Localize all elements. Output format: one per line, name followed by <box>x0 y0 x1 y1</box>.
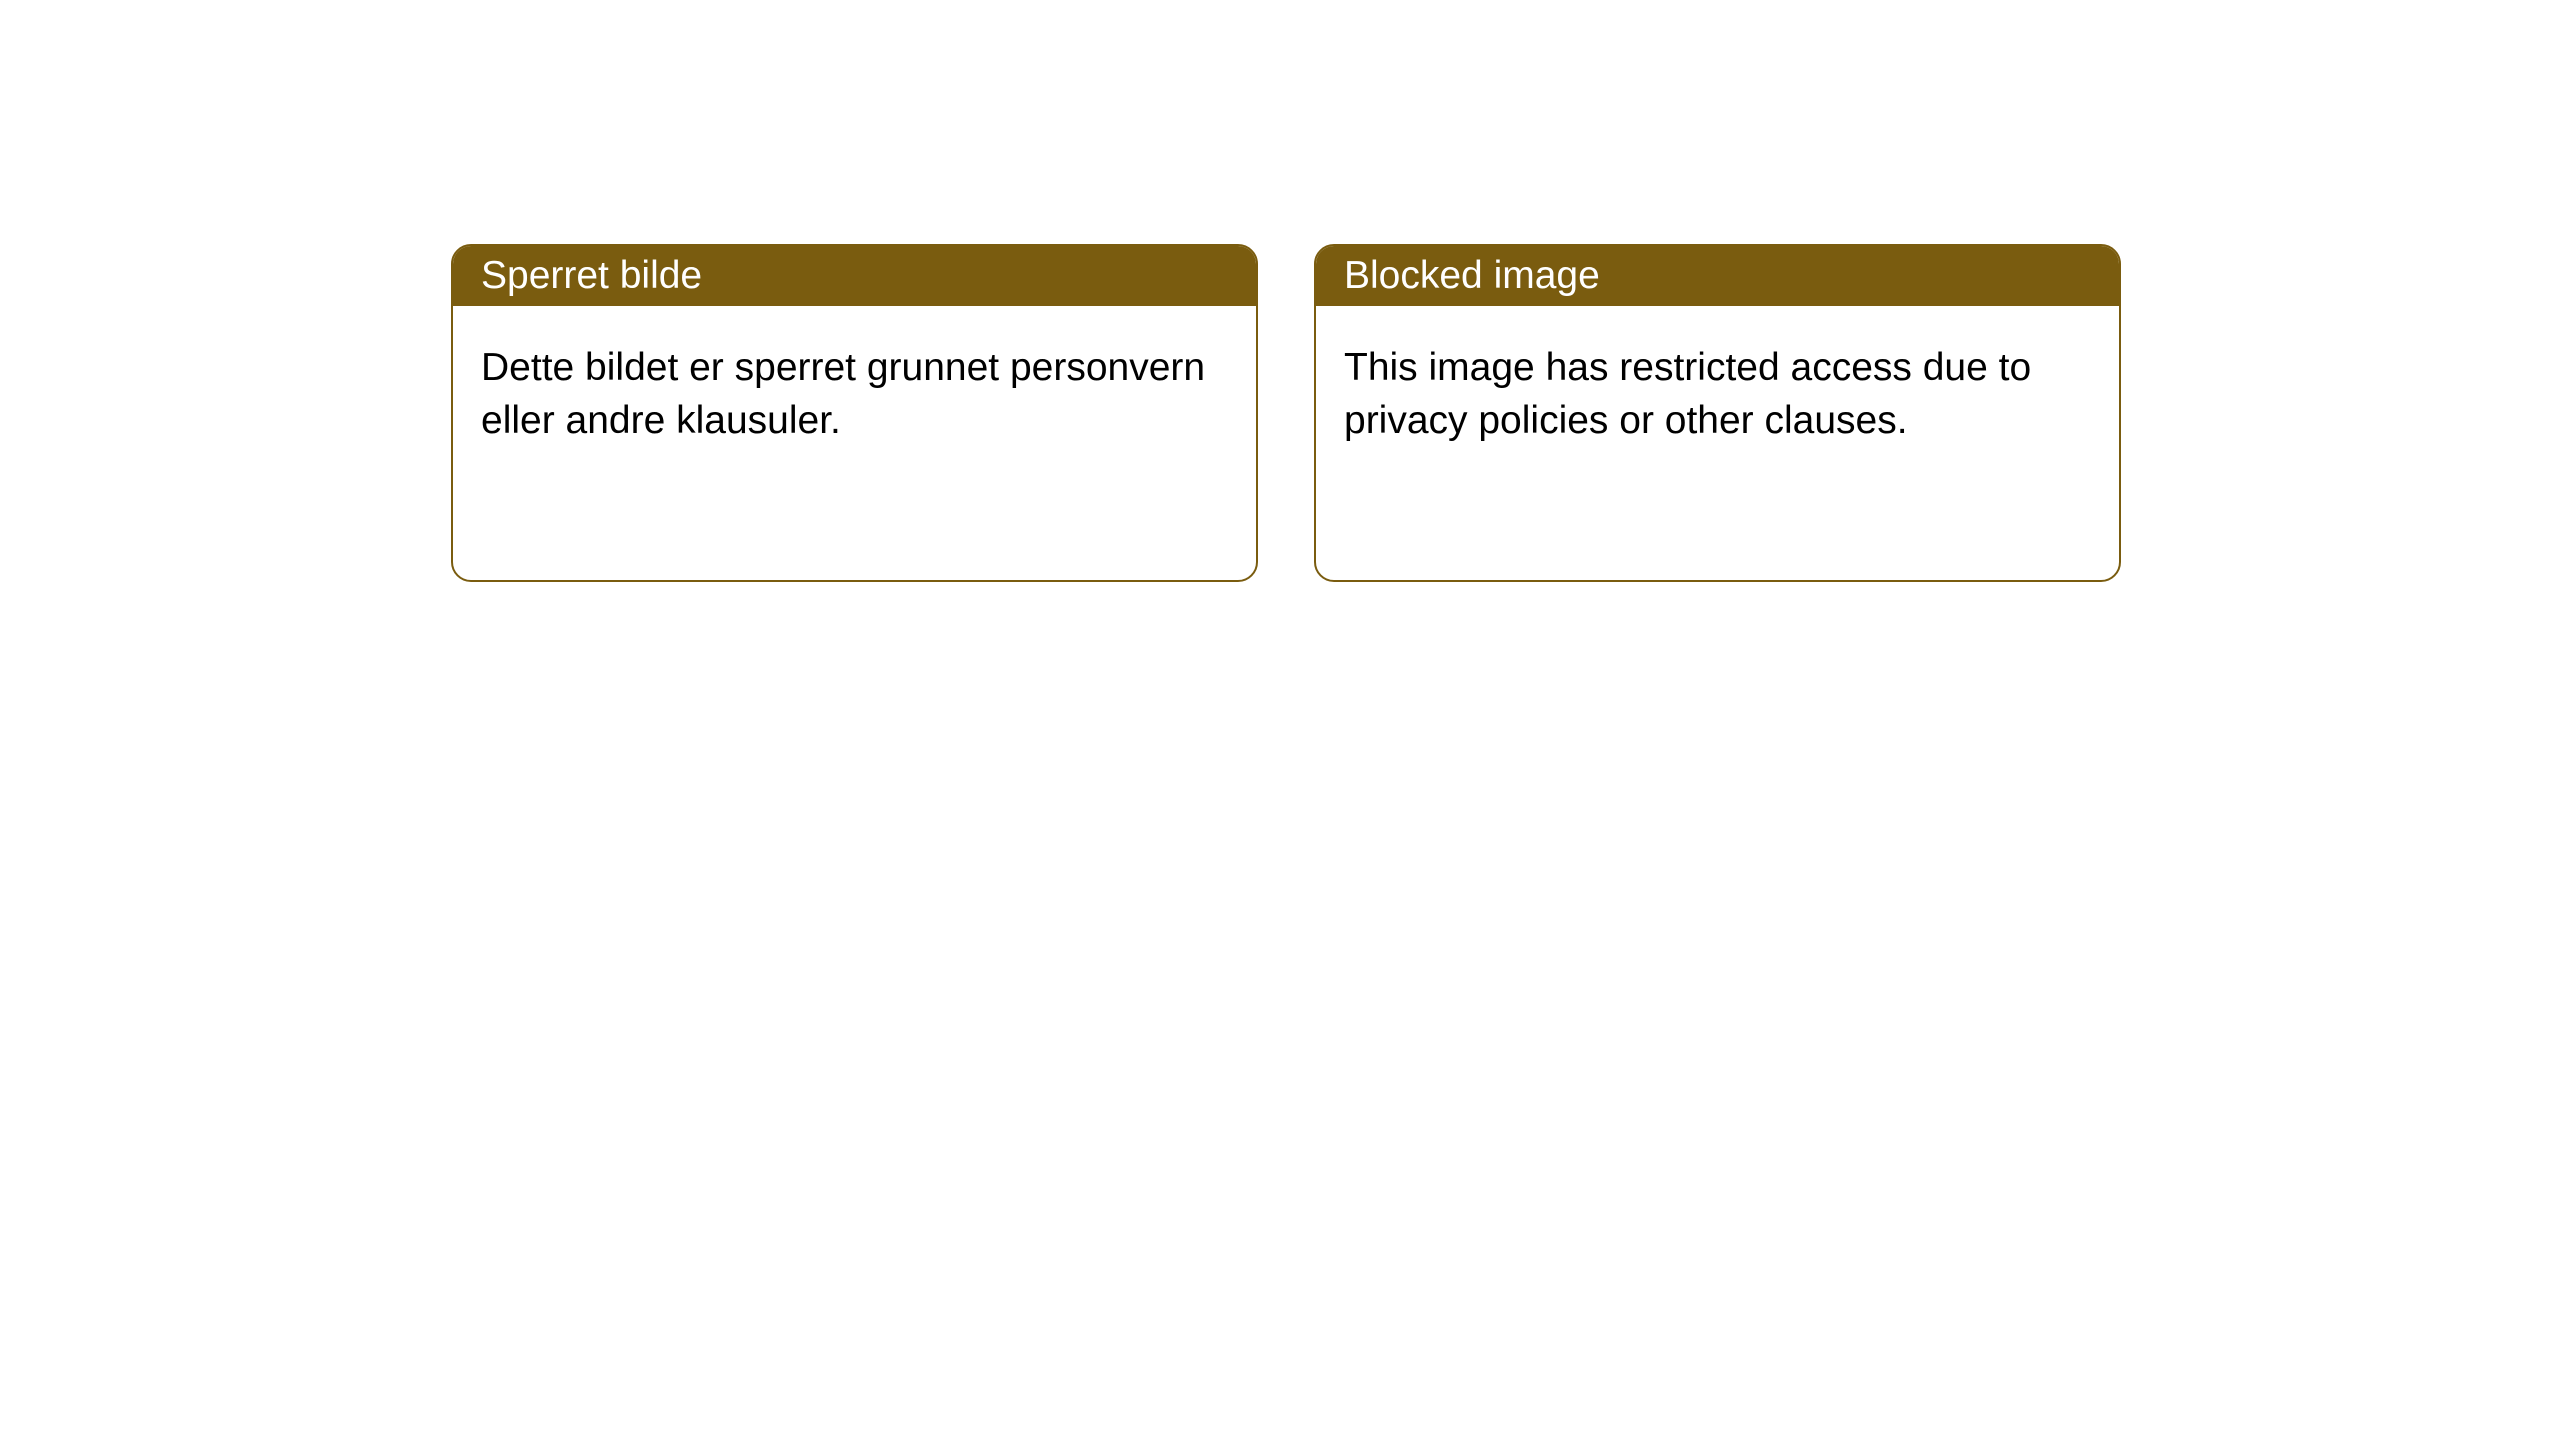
card-body-text: This image has restricted access due to … <box>1344 346 2031 442</box>
card-header: Sperret bilde <box>453 246 1256 306</box>
card-body: Dette bildet er sperret grunnet personve… <box>453 306 1256 483</box>
blocked-image-card-no: Sperret bilde Dette bildet er sperret gr… <box>451 244 1258 582</box>
card-header: Blocked image <box>1316 246 2119 306</box>
card-title: Blocked image <box>1344 254 1600 297</box>
card-body: This image has restricted access due to … <box>1316 306 2119 483</box>
card-title: Sperret bilde <box>481 254 702 297</box>
card-body-text: Dette bildet er sperret grunnet personve… <box>481 346 1205 442</box>
cards-container: Sperret bilde Dette bildet er sperret gr… <box>0 0 2560 582</box>
blocked-image-card-en: Blocked image This image has restricted … <box>1314 244 2121 582</box>
